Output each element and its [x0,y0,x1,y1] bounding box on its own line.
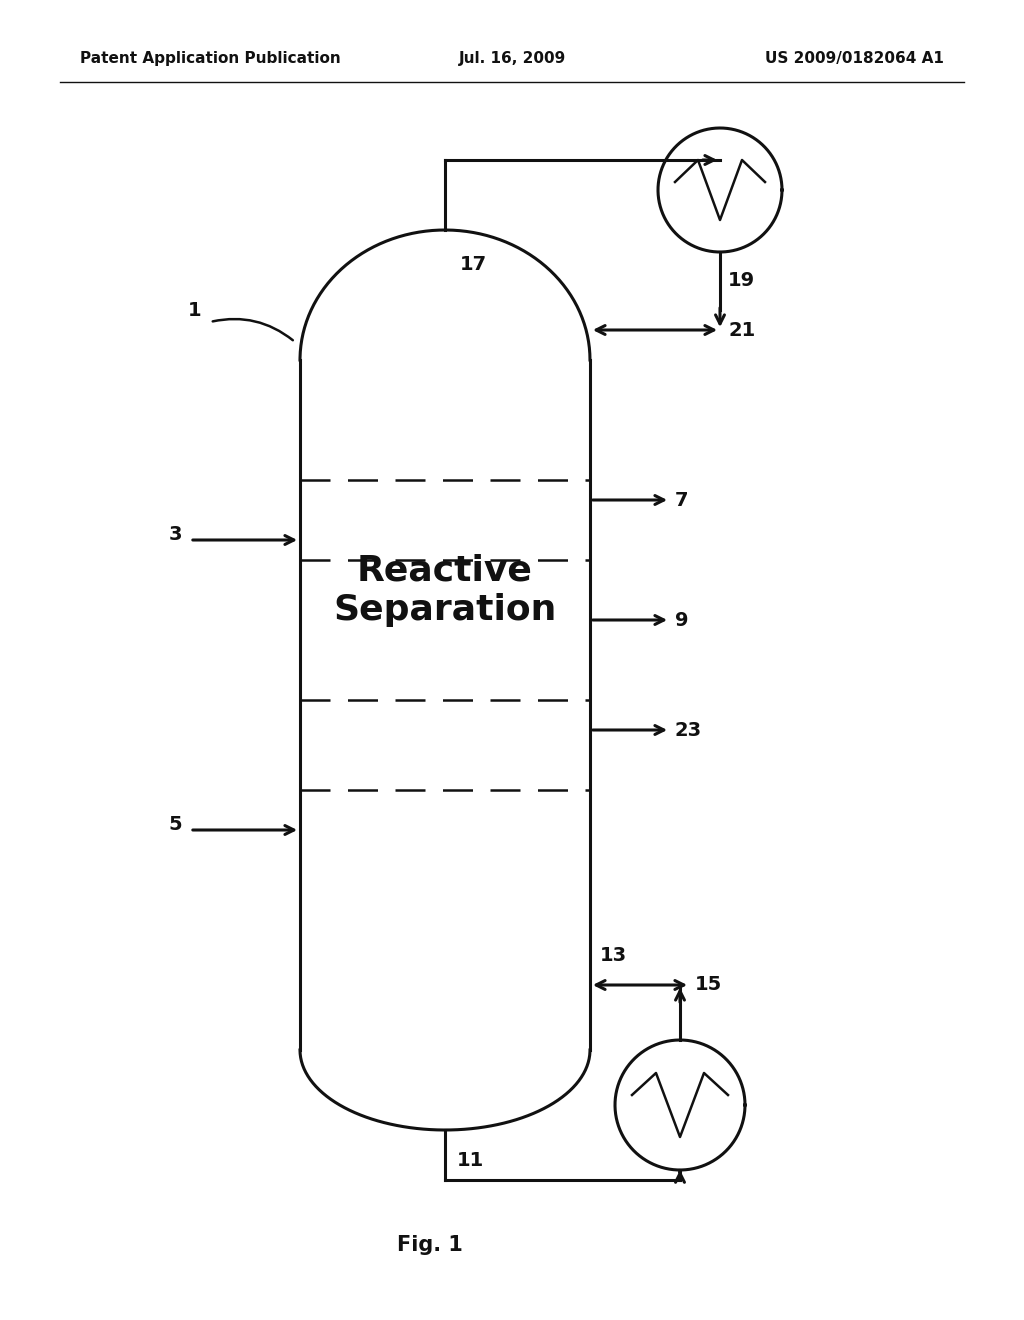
Text: 23: 23 [675,721,702,739]
Text: 19: 19 [728,272,755,290]
Text: 9: 9 [675,610,688,630]
Text: Patent Application Publication: Patent Application Publication [80,50,341,66]
FancyArrowPatch shape [213,319,293,341]
Text: 3: 3 [169,525,182,544]
Text: 15: 15 [695,975,722,994]
Text: 21: 21 [728,321,756,339]
Text: Jul. 16, 2009: Jul. 16, 2009 [459,50,565,66]
Text: Fig. 1: Fig. 1 [397,1236,463,1255]
Text: Reactive
Separation: Reactive Separation [334,553,557,627]
Text: 11: 11 [457,1151,484,1170]
Text: 17: 17 [460,256,487,275]
Text: 1: 1 [188,301,202,319]
Text: 13: 13 [600,946,627,965]
Text: 5: 5 [168,816,182,834]
Text: 7: 7 [675,491,688,510]
Text: US 2009/0182064 A1: US 2009/0182064 A1 [765,50,944,66]
